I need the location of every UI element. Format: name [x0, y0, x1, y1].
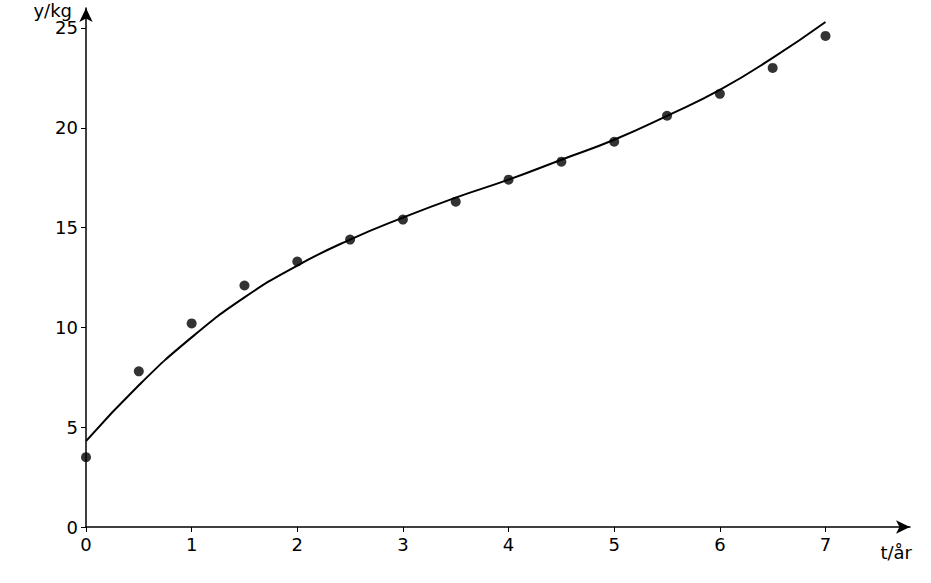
svg-text:4: 4: [503, 534, 514, 555]
svg-text:10: 10: [55, 317, 78, 338]
svg-text:6: 6: [714, 534, 725, 555]
svg-text:15: 15: [55, 217, 78, 238]
svg-text:5: 5: [67, 417, 78, 438]
svg-text:7: 7: [820, 534, 831, 555]
svg-text:25: 25: [55, 17, 78, 38]
svg-text:1: 1: [186, 534, 197, 555]
svg-text:t/år: t/år: [880, 542, 912, 563]
svg-text:0: 0: [67, 517, 78, 538]
svg-text:3: 3: [397, 534, 408, 555]
svg-text:y/kg: y/kg: [33, 0, 72, 21]
svg-text:0: 0: [80, 534, 91, 555]
svg-text:20: 20: [55, 117, 78, 138]
svg-text:2: 2: [292, 534, 303, 555]
svg-text:5: 5: [608, 534, 619, 555]
